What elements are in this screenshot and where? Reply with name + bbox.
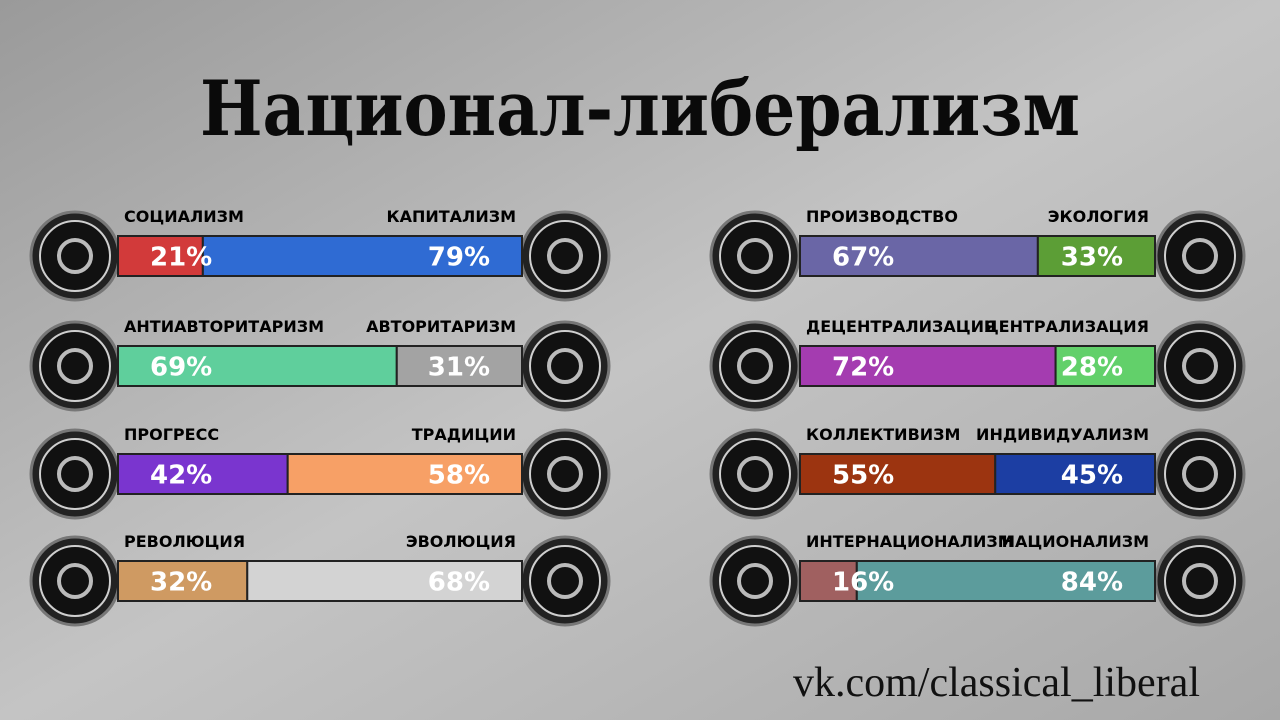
value-label: 84% [1061,568,1123,598]
right-label: АВТОРИТАРИЗМ [366,317,516,336]
right-label: НАЦИОНАЛИЗМ [1002,532,1149,551]
value-label: 28% [1061,353,1123,383]
icon-glyph [737,348,773,384]
icon-glyph [737,238,773,274]
icon [39,545,111,617]
left-label: ДЕЦЕНТРАЛИЗАЦИЯ [806,317,996,336]
icon [719,330,791,402]
icon [1164,330,1236,402]
left-label: КОЛЛЕКТИВИЗМ [806,425,960,444]
right-label: КАПИТАЛИЗМ [386,207,516,226]
value-label: 42% [150,461,212,491]
bar-segment [286,453,523,495]
value-label: 16% [832,568,894,598]
bar-segment [1036,235,1156,277]
right-label: ИНДИВИДУАЛИЗМ [976,425,1149,444]
bar-segment [1054,345,1156,387]
left-label: РЕВОЛЮЦИЯ [124,532,245,551]
icon-glyph [57,456,93,492]
bar-segment [799,345,1057,387]
value-label: 79% [428,243,490,273]
value-label: 45% [1061,461,1123,491]
icon-glyph [1182,238,1218,274]
icon [719,438,791,510]
value-label: 72% [832,353,894,383]
icon-glyph [57,563,93,599]
left-label: ПРОИЗВОДСТВО [806,207,958,226]
icon-glyph [737,456,773,492]
bar-segment [201,235,523,277]
bar-segment [117,235,204,277]
icon-glyph [1182,563,1218,599]
right-label: ЦЕНТРАЛИЗАЦИЯ [984,317,1149,336]
icon-glyph [57,238,93,274]
icon-glyph [737,563,773,599]
icon [529,330,601,402]
icon-glyph [547,563,583,599]
bar-segment [799,453,997,495]
value-label: 21% [150,243,212,273]
icon [1164,438,1236,510]
icon-glyph [547,238,583,274]
icon-glyph [57,348,93,384]
bar-segment [246,560,523,602]
bar-segment [799,235,1039,277]
value-label: 58% [428,461,490,491]
icon-glyph [1182,348,1218,384]
value-label: 55% [832,461,894,491]
bar-segment [117,560,249,602]
icon [719,545,791,617]
value-label: 67% [832,243,894,273]
right-label: ЭКОЛОГИЯ [1048,207,1149,226]
left-label: СОЦИАЛИЗМ [124,207,244,226]
icon [529,438,601,510]
icon [39,220,111,292]
icon [39,438,111,510]
bar-segment [117,453,289,495]
title: Национал-либерализм [200,64,1080,153]
icon [529,220,601,292]
icon [39,330,111,402]
icon-glyph [547,456,583,492]
icon [1164,220,1236,292]
icon [719,220,791,292]
icon [1164,545,1236,617]
bar-segment [855,560,1156,602]
value-label: 68% [428,568,490,598]
value-label: 32% [150,568,212,598]
right-label: ЭВОЛЮЦИЯ [406,532,516,551]
footer: vk.com/classical_liberal [793,660,1200,706]
bar-segment [994,453,1156,495]
bar-segment [799,560,858,602]
right-label: ТРАДИЦИИ [412,425,516,444]
value-label: 33% [1061,243,1123,273]
left-label: ПРОГРЕСС [124,425,219,444]
icon [529,545,601,617]
value-label: 69% [150,353,212,383]
left-label: АНТИАВТОРИТАРИЗМ [124,317,324,336]
icon-glyph [547,348,583,384]
icon-glyph [1182,456,1218,492]
value-label: 31% [428,353,490,383]
bar-segment [395,345,524,387]
left-label: ИНТЕРНАЦИОНАЛИЗМ [806,532,1014,551]
